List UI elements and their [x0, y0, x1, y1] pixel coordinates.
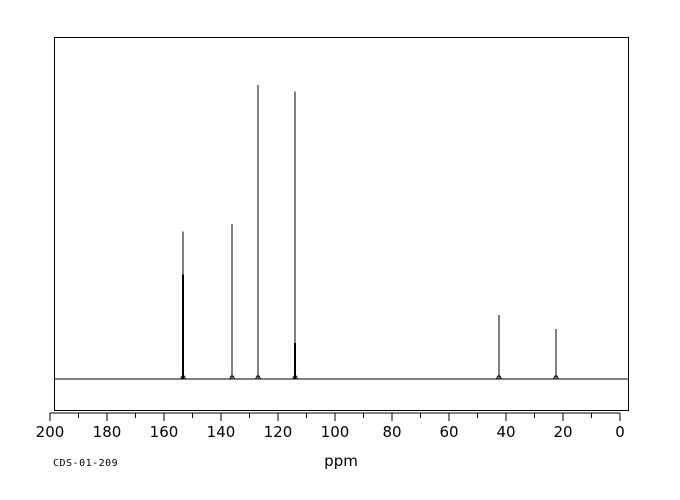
x-axis-tick-label: 40 — [496, 423, 515, 441]
peak-foot — [180, 375, 187, 380]
x-axis-tick-label: 20 — [553, 423, 572, 441]
x-axis-tick-label: 100 — [321, 423, 350, 441]
peak-foot — [229, 375, 236, 380]
peak-foot — [292, 375, 299, 380]
spectrum-trace — [55, 85, 628, 380]
x-axis-tick-label: 0 — [615, 423, 625, 441]
x-axis-tick-label: 160 — [150, 423, 179, 441]
x-axis-title: ppm — [324, 452, 358, 470]
x-axis-tick-label: 120 — [264, 423, 293, 441]
plot-frame — [54, 37, 629, 411]
x-axis-tick-label: 60 — [439, 423, 458, 441]
x-axis-tick-label: 200 — [36, 423, 65, 441]
x-axis — [49, 412, 621, 421]
peak-foot — [552, 375, 559, 380]
x-axis-tick-label: 80 — [382, 423, 401, 441]
sample-id-label: CDS-01-209 — [53, 458, 118, 469]
peak-foot — [255, 375, 261, 380]
x-axis-tick-labels: 200 180 160 140 120 100 80 60 40 20 0 — [36, 423, 625, 441]
x-axis-tick-label: 180 — [93, 423, 122, 441]
x-axis-tick-label: 140 — [207, 423, 236, 441]
peak-foot — [495, 375, 502, 380]
